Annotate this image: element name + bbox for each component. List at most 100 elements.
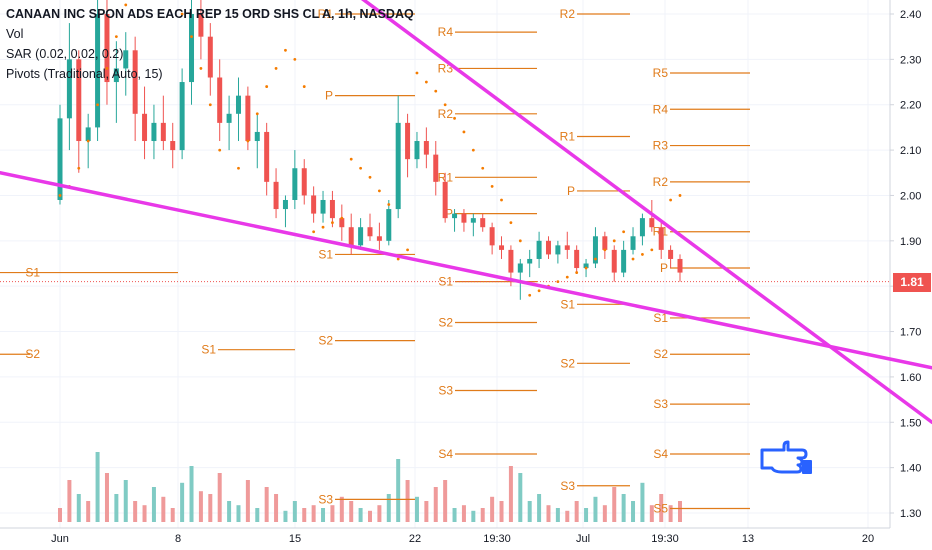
candle-body	[386, 209, 392, 241]
legend-pivots[interactable]: Pivots (Traditional, Auto, 15)	[6, 67, 163, 81]
volume-bar	[537, 494, 542, 522]
volume-bar	[274, 494, 279, 522]
volume-bar	[76, 494, 81, 522]
volume-bar	[133, 501, 138, 522]
sar-dot	[603, 248, 607, 252]
candle-body	[85, 127, 91, 142]
time-tick-label: 19:30	[651, 533, 679, 545]
pivot-label: R4	[438, 25, 454, 39]
time-tick-label: 22	[409, 533, 421, 545]
sar-dot	[208, 103, 212, 107]
legend-sar[interactable]: SAR (0.02, 0.02, 0.2)	[6, 47, 124, 61]
candle-body	[555, 245, 561, 255]
volume-bar	[555, 508, 560, 522]
sar-dot	[678, 194, 682, 197]
candle-body	[423, 141, 429, 155]
pivot-label: S3	[560, 479, 575, 493]
sar-dot	[349, 157, 353, 161]
pivot-label: S1	[201, 343, 216, 357]
sar-dot	[199, 67, 203, 70]
sar-dot	[443, 103, 447, 107]
candle-body	[461, 213, 467, 223]
candle-body	[630, 236, 636, 250]
sar-dot	[180, 12, 184, 16]
volume-bar	[95, 452, 100, 522]
sar-dot	[396, 257, 400, 261]
volume-bar	[104, 473, 109, 522]
legend-vol[interactable]: Vol	[6, 27, 24, 41]
candle-body	[142, 113, 148, 142]
sar-dot	[575, 271, 579, 274]
sar-dot	[246, 139, 250, 143]
volume-bar	[302, 508, 307, 522]
sar-dot	[265, 85, 269, 88]
pivot-label: S3	[653, 397, 668, 411]
sar-dot	[424, 80, 428, 84]
volume-bar	[612, 487, 617, 522]
volume-bar	[649, 505, 654, 522]
volume-bar	[593, 496, 598, 522]
price-tick-label: 1.30	[900, 508, 921, 520]
last-price-tag: 1.81	[893, 273, 931, 292]
sar-dot	[528, 293, 532, 297]
candle-body	[527, 258, 533, 264]
candle-body	[668, 249, 674, 259]
candle-body	[395, 122, 401, 210]
volume-bar	[659, 494, 664, 522]
volume-bar	[518, 473, 523, 522]
volume-layer	[58, 452, 682, 522]
sar-dot	[650, 248, 654, 252]
volume-bar	[508, 466, 513, 522]
candle-body	[189, 14, 195, 83]
pivot-label: S2	[653, 347, 668, 361]
price-tick-label: 1.60	[900, 372, 921, 384]
volume-bar	[640, 482, 645, 522]
sar-dot	[237, 166, 240, 170]
sar-dot	[509, 221, 513, 225]
candle-body	[273, 181, 279, 210]
pivot-label: S1	[653, 311, 668, 325]
sar-dot	[622, 230, 626, 234]
sar-dot	[631, 257, 635, 261]
volume-bar	[368, 510, 372, 522]
candle-body	[170, 141, 176, 151]
time-tick-label: 15	[289, 533, 301, 545]
sar-dot	[274, 67, 278, 70]
volume-bar	[386, 494, 391, 522]
volume-bar	[189, 466, 194, 522]
candle-body	[207, 36, 213, 78]
volume-bar	[414, 496, 419, 522]
pivot-label: S1	[560, 297, 575, 311]
sar-dot	[612, 239, 616, 243]
candle-body	[104, 14, 110, 83]
volume-bar	[584, 508, 589, 522]
pivot-label: S4	[653, 447, 668, 461]
volume-bar	[311, 505, 316, 522]
candle-body	[517, 263, 523, 273]
volume-bar	[339, 496, 344, 522]
volume-bar	[424, 501, 429, 522]
sar-dot	[96, 103, 99, 107]
pivot-label: R3	[653, 139, 669, 153]
sar-dot	[641, 253, 644, 256]
candle-body	[226, 113, 232, 123]
price-tick-label: 2.40	[900, 9, 921, 21]
time-tick-label: 19:30	[483, 533, 511, 545]
candle-body	[339, 218, 345, 228]
candle-body	[179, 82, 185, 151]
volume-bar	[621, 494, 626, 522]
pointing-hand-icon	[760, 440, 812, 474]
volume-bar	[358, 508, 363, 522]
sar-dot	[481, 166, 485, 170]
volume-bar	[377, 505, 382, 522]
candle-body	[433, 154, 439, 182]
pivot-label: R1	[318, 7, 334, 21]
candle-body	[564, 245, 570, 250]
time-tick-label: 13	[742, 533, 754, 545]
sar-dot	[500, 198, 503, 202]
candle-body	[677, 258, 683, 273]
price-tick-label: 2.00	[900, 190, 921, 202]
volume-bar	[631, 501, 636, 522]
